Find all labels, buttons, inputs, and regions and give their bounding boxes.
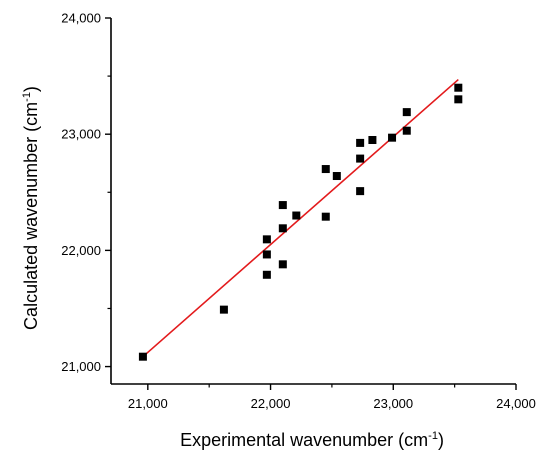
x-tick-label: 22,000 <box>251 396 291 411</box>
linear-fit-line <box>142 78 459 358</box>
data-point <box>278 260 287 269</box>
data-point <box>402 108 411 117</box>
data-point <box>321 212 330 221</box>
y-tick-label: 21,000 <box>61 359 101 374</box>
data-point <box>454 83 463 92</box>
fit-line-group <box>142 78 459 358</box>
data-point <box>368 136 377 144</box>
data-point <box>278 201 287 210</box>
data-point <box>356 154 365 163</box>
data-point <box>278 224 287 233</box>
y-tick-label: 22,000 <box>61 243 101 258</box>
data-point <box>262 270 271 279</box>
x-axis-title: Experimental wavenumber (cm-1) <box>180 430 444 450</box>
data-point <box>262 235 271 244</box>
data-point <box>219 305 228 314</box>
data-point <box>356 138 365 147</box>
y-tick-label: 24,000 <box>61 11 101 26</box>
data-point <box>321 165 330 174</box>
y-axis-title: Calculated wavenumber (cm-1) <box>21 86 41 330</box>
data-point <box>292 211 301 220</box>
data-point <box>138 352 147 361</box>
x-tick-label: 24,000 <box>496 396 536 411</box>
data-point <box>262 250 271 259</box>
data-points <box>138 83 463 361</box>
x-tick-label: 21,000 <box>128 396 168 411</box>
y-tick-label: 23,000 <box>61 127 101 142</box>
data-point <box>388 133 397 142</box>
data-point <box>402 126 411 135</box>
data-point <box>332 172 341 181</box>
plot-axes <box>110 18 516 385</box>
data-point <box>356 187 365 196</box>
axis-ticks: 21,000 22,000 23,000 24,000 21,000 22,000 23,0… <box>61 11 536 412</box>
x-tick-label: 23,000 <box>373 396 413 411</box>
data-point <box>454 95 463 104</box>
